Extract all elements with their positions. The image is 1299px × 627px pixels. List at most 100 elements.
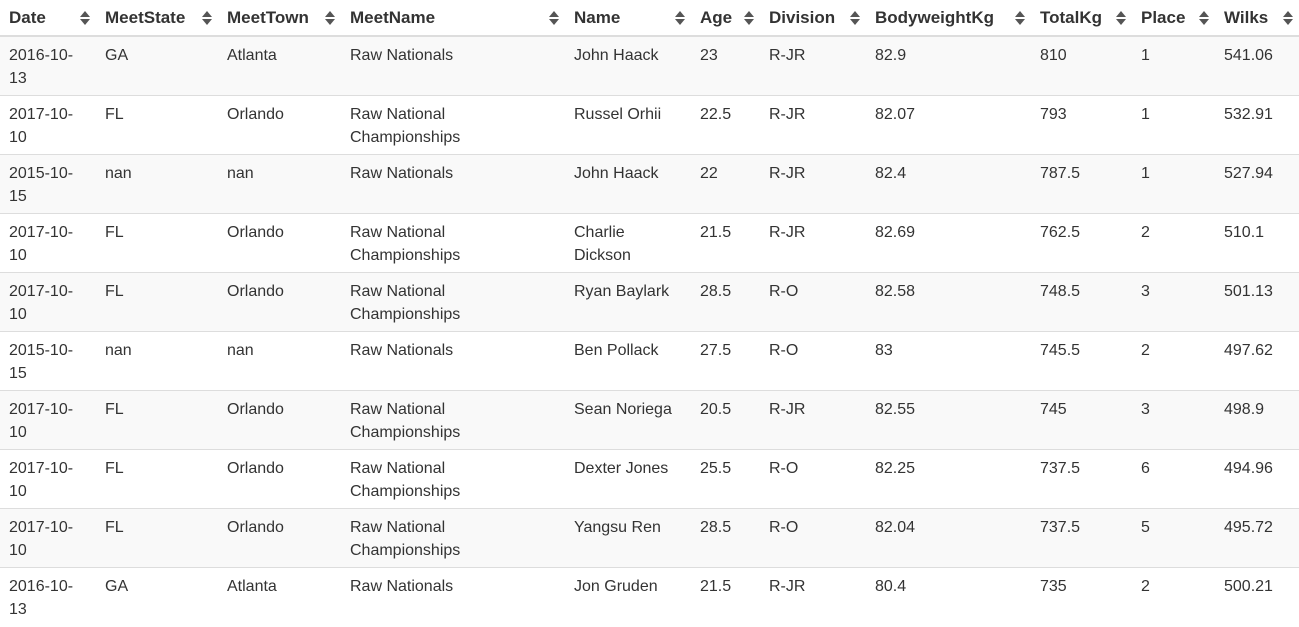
- table-row: 2017-10-10 FL Orlando Raw National Champion…: [0, 389, 1299, 449]
- cell-meet-state: FL: [96, 212, 218, 272]
- column-header-meet-state[interactable]: MeetState: [96, 0, 218, 37]
- sort-icon[interactable]: [1283, 10, 1293, 25]
- cell-name: Yangsu Ren: [565, 507, 691, 567]
- cell-name: John Haack: [565, 35, 691, 95]
- sort-icon[interactable]: [850, 10, 860, 25]
- cell-bodyweight-kg: 82.9: [866, 35, 1031, 95]
- cell-place: 6: [1132, 448, 1215, 508]
- cell-wilks: 495.72: [1215, 507, 1299, 567]
- cell-division: R-O: [760, 507, 866, 567]
- sort-icon[interactable]: [744, 10, 754, 25]
- cell-name: Ben Pollack: [565, 330, 691, 390]
- cell-place: 2: [1132, 566, 1215, 626]
- cell-place: 2: [1132, 212, 1215, 272]
- cell-meet-town: Atlanta: [218, 35, 341, 95]
- cell-total-kg: 793: [1031, 94, 1132, 154]
- cell-date: 2017-10-10: [0, 212, 96, 272]
- cell-bodyweight-kg: 82.25: [866, 448, 1031, 508]
- cell-meet-state: FL: [96, 507, 218, 567]
- sort-icon[interactable]: [1199, 10, 1209, 25]
- column-header-label: MeetTown: [227, 7, 309, 27]
- cell-bodyweight-kg: 82.4: [866, 153, 1031, 213]
- column-header-meet-name[interactable]: MeetName: [341, 0, 565, 37]
- column-header-name[interactable]: Name: [565, 0, 691, 37]
- cell-date: 2017-10-10: [0, 271, 96, 331]
- cell-division: R-O: [760, 271, 866, 331]
- column-header-age[interactable]: Age: [691, 0, 760, 37]
- table-header: Date MeetState MeetTown MeetName Name Age Divi…: [0, 0, 1299, 37]
- cell-place: 3: [1132, 271, 1215, 331]
- cell-meet-state: nan: [96, 153, 218, 213]
- cell-meet-town: nan: [218, 330, 341, 390]
- cell-date: 2016-10-13: [0, 566, 96, 626]
- cell-division: R-O: [760, 330, 866, 390]
- cell-bodyweight-kg: 82.07: [866, 94, 1031, 154]
- cell-total-kg: 737.5: [1031, 507, 1132, 567]
- column-header-division[interactable]: Division: [760, 0, 866, 37]
- cell-division: R-O: [760, 448, 866, 508]
- cell-total-kg: 748.5: [1031, 271, 1132, 331]
- column-header-date[interactable]: Date: [0, 0, 96, 37]
- table-row: 2015-10-15 nan nan Raw Nationals Ben Pollack…: [0, 330, 1299, 390]
- cell-meet-state: FL: [96, 94, 218, 154]
- column-header-label: Division: [769, 7, 836, 27]
- cell-bodyweight-kg: 80.4: [866, 566, 1031, 626]
- cell-name: Jon Gruden: [565, 566, 691, 626]
- cell-place: 2: [1132, 330, 1215, 390]
- cell-date: 2017-10-10: [0, 389, 96, 449]
- cell-meet-state: FL: [96, 271, 218, 331]
- sort-icon[interactable]: [325, 10, 335, 25]
- cell-meet-state: FL: [96, 389, 218, 449]
- column-header-label: Wilks: [1224, 7, 1269, 27]
- cell-age: 27.5: [691, 330, 760, 390]
- cell-age: 28.5: [691, 271, 760, 331]
- cell-date: 2017-10-10: [0, 507, 96, 567]
- column-header-total-kg[interactable]: TotalKg: [1031, 0, 1132, 37]
- cell-bodyweight-kg: 82.04: [866, 507, 1031, 567]
- cell-meet-name: Raw National Championships: [341, 448, 565, 508]
- cell-name: Russel Orhii: [565, 94, 691, 154]
- table-row: 2017-10-10 FL Orlando Raw National Champion…: [0, 507, 1299, 567]
- cell-division: R-JR: [760, 212, 866, 272]
- column-header-bodyweight-kg[interactable]: BodyweightKg: [866, 0, 1031, 37]
- sort-icon[interactable]: [202, 10, 212, 25]
- sort-icon[interactable]: [80, 10, 90, 25]
- cell-age: 21.5: [691, 212, 760, 272]
- cell-place: 3: [1132, 389, 1215, 449]
- sort-icon[interactable]: [1015, 10, 1025, 25]
- cell-meet-town: Orlando: [218, 94, 341, 154]
- cell-meet-state: FL: [96, 448, 218, 508]
- cell-place: 5: [1132, 507, 1215, 567]
- cell-age: 21.5: [691, 566, 760, 626]
- cell-wilks: 497.62: [1215, 330, 1299, 390]
- cell-wilks: 541.06: [1215, 35, 1299, 95]
- cell-meet-name: Raw National Championships: [341, 212, 565, 272]
- column-header-meet-town[interactable]: MeetTown: [218, 0, 341, 37]
- cell-date: 2017-10-10: [0, 448, 96, 508]
- sort-icon[interactable]: [549, 10, 559, 25]
- cell-age: 23: [691, 35, 760, 95]
- cell-date: 2016-10-13: [0, 35, 96, 95]
- table-row: 2016-10-13 GA Atlanta Raw Nationals John Haa…: [0, 35, 1299, 95]
- column-header-place[interactable]: Place: [1132, 0, 1215, 37]
- column-header-label: Date: [9, 7, 46, 27]
- cell-wilks: 532.91: [1215, 94, 1299, 154]
- cell-place: 1: [1132, 35, 1215, 95]
- table-body: 2016-10-13 GA Atlanta Raw Nationals John Haa…: [0, 35, 1299, 626]
- table-row: 2017-10-10 FL Orlando Raw National Champion…: [0, 212, 1299, 272]
- sort-icon[interactable]: [1116, 10, 1126, 25]
- header-row: Date MeetState MeetTown MeetName Name Age Divi…: [0, 0, 1299, 37]
- cell-meet-town: Orlando: [218, 448, 341, 508]
- cell-total-kg: 737.5: [1031, 448, 1132, 508]
- cell-division: R-JR: [760, 94, 866, 154]
- column-header-label: TotalKg: [1040, 7, 1103, 27]
- cell-age: 20.5: [691, 389, 760, 449]
- cell-total-kg: 762.5: [1031, 212, 1132, 272]
- cell-total-kg: 787.5: [1031, 153, 1132, 213]
- sort-icon[interactable]: [675, 10, 685, 25]
- cell-meet-name: Raw National Championships: [341, 389, 565, 449]
- cell-meet-town: Orlando: [218, 271, 341, 331]
- cell-total-kg: 810: [1031, 35, 1132, 95]
- cell-meet-state: GA: [96, 566, 218, 626]
- column-header-wilks[interactable]: Wilks: [1215, 0, 1299, 37]
